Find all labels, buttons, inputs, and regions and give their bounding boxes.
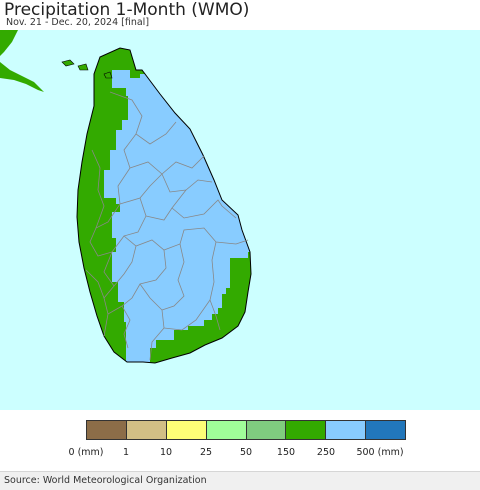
legend-swatch <box>286 421 327 439</box>
district-line <box>123 133 205 175</box>
district-line <box>171 199 237 219</box>
district-line <box>103 249 167 337</box>
source-credit: Source: World Meteorological Organizatio… <box>4 475 207 486</box>
district-line <box>117 167 163 205</box>
sea-background <box>0 30 480 410</box>
india-peninsula-shore <box>0 62 44 92</box>
legend-label-500: 500 (mm) <box>356 447 404 458</box>
footer-bar: Source: World Meteorological Organizatio… <box>0 471 480 490</box>
legend-label-0: 0 (mm) <box>68 447 104 458</box>
legend-label-10: 10 <box>159 447 173 458</box>
legend-label-250: 250 <box>316 447 336 458</box>
map-svg <box>0 30 480 410</box>
district-line <box>121 305 131 349</box>
legend-swatch <box>206 421 247 439</box>
map-subtitle: Nov. 21 - Dec. 20, 2024 [final] <box>6 17 150 28</box>
district-boundaries <box>85 91 249 361</box>
legend-swatch <box>366 421 405 439</box>
map-title: Precipitation 1-Month (WMO) <box>4 0 250 20</box>
district-line <box>163 299 211 331</box>
legend-label-50: 50 <box>239 447 253 458</box>
islet <box>103 71 113 79</box>
legend-label-25: 25 <box>199 447 213 458</box>
district-line <box>103 245 137 315</box>
islet <box>77 63 89 71</box>
northern-islets <box>61 59 113 79</box>
india-landmass <box>0 30 18 56</box>
legend-label-1: 1 <box>122 447 130 458</box>
zone-150-250-west <box>77 70 128 363</box>
zone-150-250-south <box>126 252 251 363</box>
district-line <box>123 227 249 251</box>
legend-swatch <box>87 421 127 439</box>
district-line <box>145 189 187 221</box>
legend-swatch <box>126 421 167 439</box>
legend-swatch <box>166 421 207 439</box>
district-line <box>139 283 165 361</box>
district-line <box>91 149 105 229</box>
legend-label-150: 150 <box>276 447 296 458</box>
district-line <box>161 243 185 311</box>
district-line <box>89 203 121 257</box>
legend-swatch <box>326 421 367 439</box>
district-line <box>209 241 221 331</box>
legend-swatch <box>246 421 287 439</box>
islet <box>61 59 75 67</box>
legend-colorbar <box>86 420 406 440</box>
district-line <box>85 269 105 299</box>
map-area <box>0 30 480 410</box>
